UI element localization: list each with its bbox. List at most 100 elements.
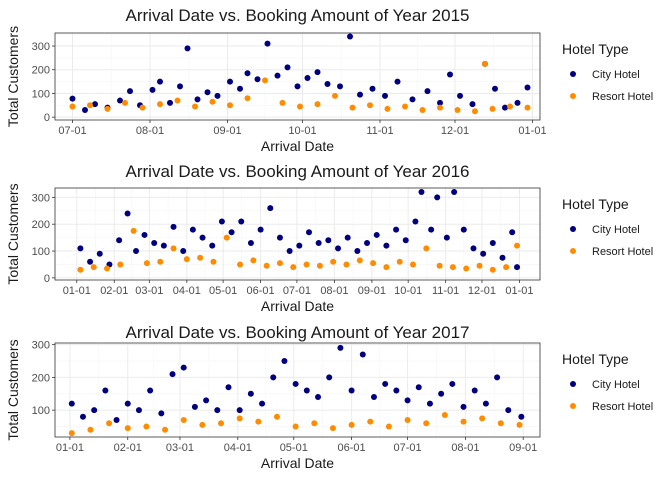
x-tick-label: 04-01: [173, 285, 201, 297]
data-point: [324, 80, 331, 87]
data-point: [385, 423, 392, 430]
data-point: [238, 218, 245, 225]
data-point: [470, 245, 477, 252]
series-resort-hotel: [69, 60, 531, 115]
data-point: [292, 423, 299, 430]
data-point: [325, 237, 332, 244]
x-tick-label: 12-01: [468, 285, 496, 297]
data-point: [167, 99, 173, 106]
data-point: [460, 226, 467, 233]
panel-border: [54, 32, 541, 121]
data-point: [304, 75, 311, 82]
x-tick-label: 11-01: [432, 285, 459, 297]
data-point: [410, 261, 417, 268]
data-point: [264, 40, 271, 47]
data-point: [480, 250, 487, 257]
data-point: [194, 96, 201, 103]
data-point: [370, 260, 377, 267]
legend-title: Hotel Type: [562, 351, 629, 367]
y-tick-label: 300: [32, 340, 50, 352]
data-point: [524, 104, 531, 111]
y-axis-title: Total Customers: [5, 339, 21, 440]
data-point: [204, 89, 211, 96]
data-point: [209, 98, 216, 105]
legend: Hotel Type City Hotel Resort Hotel: [562, 351, 653, 413]
chart-title: Arrival Date vs. Booking Amount of Year …: [126, 6, 470, 25]
data-point: [438, 390, 445, 397]
y-tick-label: 200: [32, 65, 50, 77]
data-point: [169, 371, 176, 378]
legend-key: [570, 71, 576, 77]
data-point: [436, 262, 443, 269]
data-point: [104, 105, 111, 112]
data-point: [262, 77, 268, 84]
data-point: [384, 105, 391, 112]
data-point: [259, 400, 266, 407]
y-tick-label: 100: [32, 246, 50, 258]
x-axis-title: Arrival Date: [261, 138, 334, 154]
x-tick-label: 06-01: [247, 285, 275, 297]
data-point: [279, 99, 286, 106]
data-point: [460, 418, 467, 425]
data-point: [157, 258, 164, 265]
data-point: [263, 262, 270, 269]
legend-label: Resort Hotel: [592, 91, 653, 103]
data-point: [514, 242, 521, 249]
data-point: [276, 234, 283, 241]
x-tick-label: 01-01: [505, 285, 533, 297]
x-tick-label: 11-01: [366, 125, 393, 137]
data-point: [315, 394, 322, 401]
x-tick-label: 01-01: [518, 125, 546, 137]
data-point: [96, 250, 103, 257]
chart-panel-1: 0 100 200 300 07-01 08-01 09-01 10-01 11-01 12-01…: [5, 6, 653, 154]
legend-title: Hotel Type: [562, 196, 629, 212]
data-point: [214, 407, 221, 414]
x-tick-label: 05-01: [280, 442, 308, 454]
data-point: [503, 264, 510, 271]
data-point: [316, 262, 323, 269]
data-point: [292, 380, 299, 387]
plot-panel: [55, 343, 540, 437]
data-point: [135, 407, 142, 414]
data-point: [423, 245, 430, 252]
data-point: [404, 397, 411, 404]
data-point: [343, 261, 350, 268]
x-tick-label: 08-01: [136, 125, 164, 137]
data-point: [151, 239, 158, 246]
data-point: [69, 95, 76, 102]
data-point: [332, 92, 338, 99]
data-point: [437, 99, 443, 106]
legend-key: [570, 403, 576, 409]
data-point: [337, 83, 343, 90]
data-point: [419, 107, 426, 114]
data-point: [404, 416, 411, 423]
x-axis-title: Arrival Date: [261, 298, 334, 314]
y-tick-label: 0: [44, 273, 50, 285]
data-point: [348, 387, 355, 394]
data-point: [489, 266, 496, 273]
data-point: [237, 85, 243, 92]
chart-panel-3: 100 200 300 01-01 02-01 03-01 04-01 05-01 06-01 0…: [5, 323, 653, 471]
data-point: [124, 210, 131, 217]
data-point: [124, 425, 131, 432]
data-point: [294, 83, 301, 90]
data-point: [396, 258, 403, 265]
data-point: [170, 223, 177, 230]
data-point: [122, 99, 128, 106]
panel-border: [54, 342, 541, 438]
y-tick-label: 200: [32, 219, 50, 231]
y-tick-label: 200: [32, 372, 50, 384]
data-point: [305, 229, 312, 236]
data-point: [104, 265, 111, 272]
data-point: [326, 374, 333, 381]
data-point: [314, 69, 321, 76]
data-point: [127, 88, 133, 95]
data-point: [227, 102, 233, 109]
data-point: [479, 415, 486, 422]
data-point: [225, 384, 232, 391]
data-point: [209, 242, 216, 249]
data-point: [189, 226, 196, 233]
legend: Hotel Type City Hotel Resort Hotel: [562, 196, 653, 258]
data-point: [364, 239, 371, 246]
data-point: [214, 92, 221, 99]
